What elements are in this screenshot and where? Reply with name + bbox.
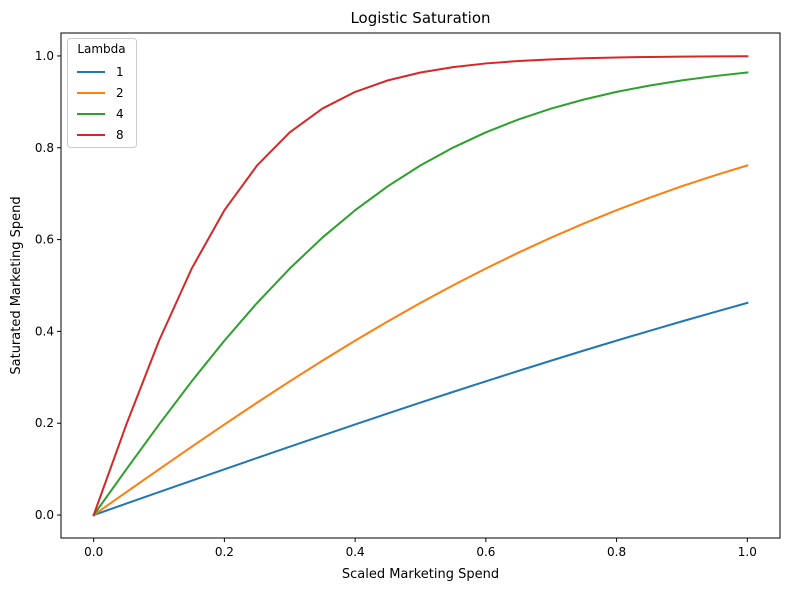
x-tick-label: 0.6 — [476, 545, 495, 559]
series-line-4 — [92, 71, 749, 517]
legend: Lambda 1 2 4 8 — [67, 38, 137, 148]
x-tick-label: 1.0 — [738, 545, 757, 559]
y-tick-label: 1.0 — [35, 49, 54, 63]
y-axis-label: Saturated Marketing Spend — [9, 196, 24, 374]
y-axis-ticks: 0.0 0.2 0.4 0.6 0.8 1.0 — [35, 49, 61, 522]
x-tick-label: 0.0 — [84, 545, 103, 559]
x-axis-ticks: 0.0 0.2 0.4 0.6 0.8 1.0 — [84, 538, 757, 559]
legend-label-8: 8 — [116, 128, 124, 142]
chart-title: Logistic Saturation — [350, 9, 490, 27]
y-tick-label: 0.0 — [35, 508, 54, 522]
x-tick-label: 0.8 — [607, 545, 626, 559]
legend-label-4: 4 — [116, 107, 124, 121]
series-lines — [92, 55, 749, 517]
legend-title: Lambda — [77, 42, 125, 56]
plot-frame — [60, 32, 781, 539]
x-axis-label: Scaled Marketing Spend — [342, 567, 499, 582]
y-tick-label: 0.6 — [35, 233, 54, 247]
series-line-1 — [92, 301, 749, 517]
y-tick-label: 0.4 — [35, 324, 54, 338]
y-tick-label: 0.2 — [35, 416, 54, 430]
series-line-2 — [92, 164, 749, 517]
legend-items: 1 2 4 8 — [77, 65, 124, 142]
x-tick-label: 0.4 — [346, 545, 365, 559]
series-line-8 — [92, 55, 749, 517]
y-tick-label: 0.8 — [35, 141, 54, 155]
legend-label-1: 1 — [116, 65, 124, 79]
legend-label-2: 2 — [116, 86, 124, 100]
x-tick-label: 0.2 — [215, 545, 234, 559]
